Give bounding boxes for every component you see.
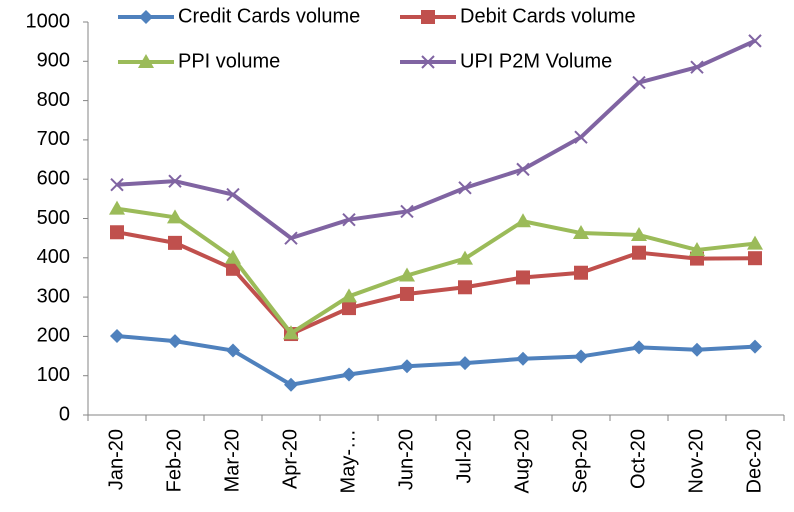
y-tick-label: 300	[37, 285, 70, 307]
marker	[226, 187, 240, 202]
marker	[748, 34, 762, 48]
marker	[110, 177, 124, 192]
y-tick-label: 0	[59, 403, 70, 425]
marker	[516, 270, 530, 285]
marker	[515, 213, 531, 228]
marker	[226, 343, 240, 358]
marker	[632, 75, 646, 90]
x-tick-label: Aug-20	[511, 429, 533, 494]
marker	[458, 356, 472, 371]
marker	[342, 367, 356, 382]
legend-marker	[421, 10, 435, 24]
marker	[573, 225, 589, 240]
marker	[341, 288, 357, 303]
series-line	[116, 206, 756, 336]
marker	[400, 359, 414, 374]
y-tick-label: 900	[37, 50, 70, 72]
marker	[574, 265, 588, 280]
legend-marker	[421, 55, 435, 69]
x-tick-label: Oct-20	[627, 429, 649, 489]
marker	[284, 231, 298, 245]
marker	[283, 325, 299, 340]
x-tick-label: Jan-20	[105, 429, 127, 490]
marker	[400, 204, 414, 219]
x-tick-label: May-…	[337, 429, 359, 493]
legend-label: PPI volume	[178, 50, 280, 72]
marker	[458, 181, 472, 195]
marker	[168, 174, 182, 188]
y-tick-label: 200	[37, 325, 70, 347]
x-tick-label: Jun-20	[395, 429, 417, 490]
x-tick-label: Mar-20	[221, 429, 243, 492]
y-tick-label: 1000	[26, 10, 71, 32]
x-tick-label: Apr-20	[279, 429, 301, 489]
marker	[109, 200, 125, 215]
marker	[284, 377, 298, 392]
marker	[748, 251, 762, 266]
marker	[458, 280, 472, 295]
marker	[516, 162, 530, 177]
x-tick-label: Nov-20	[685, 429, 707, 493]
marker	[632, 340, 646, 355]
marker	[690, 60, 704, 74]
marker	[516, 351, 530, 366]
marker	[457, 250, 473, 265]
y-tick-label: 700	[37, 128, 70, 150]
marker	[748, 339, 762, 354]
y-tick-label: 100	[37, 364, 70, 386]
marker	[399, 267, 415, 282]
marker	[689, 241, 705, 256]
y-tick-label: 800	[37, 89, 70, 111]
marker	[168, 334, 182, 349]
marker	[342, 301, 356, 316]
marker	[225, 249, 241, 264]
legend-marker	[139, 10, 153, 24]
legend-label: Debit Cards volume	[460, 5, 636, 27]
legend-marker	[138, 54, 154, 68]
y-tick-label: 500	[37, 207, 70, 229]
marker	[400, 286, 414, 301]
series-line	[116, 39, 756, 241]
marker	[631, 227, 647, 242]
y-tick-label: 600	[37, 167, 70, 189]
x-tick-label: Jul-20	[453, 429, 475, 483]
marker	[690, 342, 704, 357]
x-tick-label: Feb-20	[163, 429, 185, 492]
marker	[342, 212, 356, 227]
marker	[574, 130, 588, 144]
x-tick-label: Dec-20	[743, 429, 765, 493]
marker	[110, 329, 124, 344]
marker	[632, 245, 646, 260]
series-line	[116, 334, 756, 387]
x-tick-label: Sep-20	[569, 429, 591, 494]
marker	[167, 209, 183, 224]
marker	[747, 235, 763, 250]
legend-label: Credit Cards volume	[178, 5, 360, 27]
y-tick-label: 400	[37, 246, 70, 268]
marker	[110, 225, 124, 240]
legend-label: UPI P2M Volume	[460, 50, 612, 72]
marker	[168, 235, 182, 250]
marker	[574, 349, 588, 364]
series-line	[116, 230, 756, 337]
